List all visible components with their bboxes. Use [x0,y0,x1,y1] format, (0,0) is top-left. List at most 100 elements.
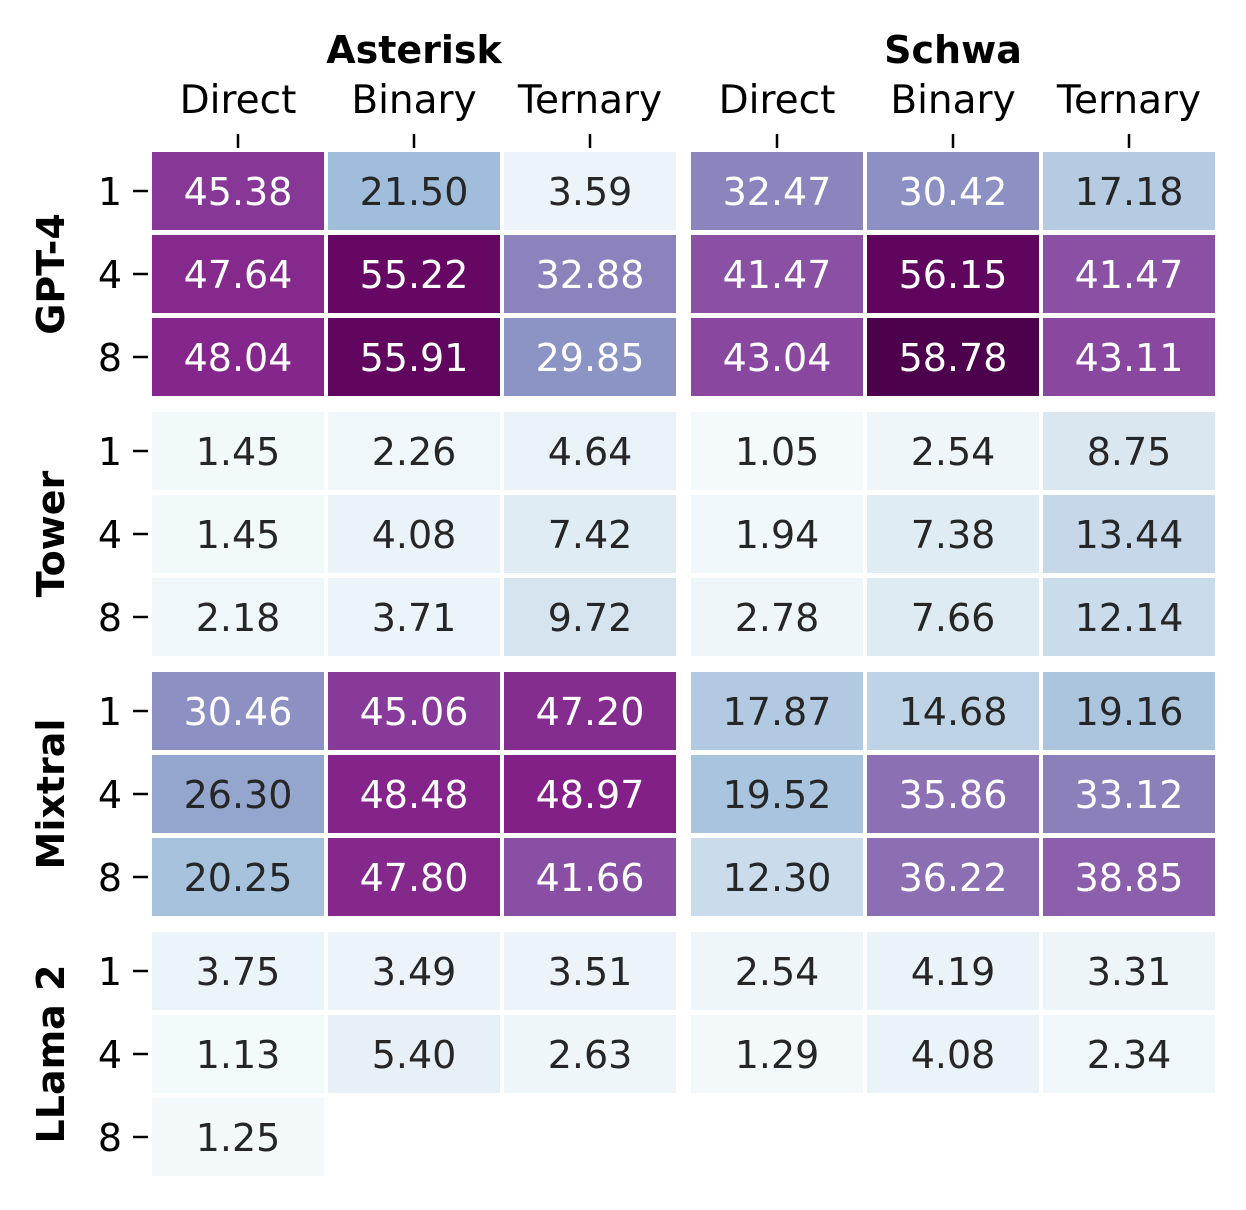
cell-value-label: 32.88 [536,253,645,297]
cell-value-label: 55.22 [360,253,469,297]
cell-value-label: 41.47 [723,253,832,297]
cell-value-label: 4.08 [372,513,457,557]
heatmap-cell [1043,578,1215,656]
heatmap-cell [328,755,500,833]
heatmap-cell [1043,932,1215,1010]
cell-value-label: 35.86 [899,773,1008,817]
cell-value-label: 48.04 [184,336,293,380]
cell-value-label: 47.80 [360,856,469,900]
heatmap-cell [504,932,676,1010]
heatmap-cell [152,838,324,916]
cell-value-label: 3.59 [548,170,633,214]
cell-value-label: 19.52 [723,773,832,817]
heatmap-cell [504,578,676,656]
heatmap-cell [867,755,1039,833]
cell-value-label: 2.26 [372,430,457,474]
cell-value-label: 36.22 [899,856,1008,900]
heatmap-cell [691,1015,863,1093]
heatmap-cell [867,235,1039,313]
cell-value-label: 45.06 [360,690,469,734]
heatmap-cell [1043,152,1215,230]
heatmap-cell [504,1015,676,1093]
cell-value-label: 2.78 [735,596,820,640]
cell-value-label: 4.19 [911,950,996,994]
heatmap-cell [152,1098,324,1176]
heatmap-cell [691,755,863,833]
heatmap-cell [691,495,863,573]
heatmap-cell [152,672,324,750]
cell-value-label: 41.66 [536,856,645,900]
cell-value-label: 17.87 [723,690,832,734]
cell-value-label: 43.04 [723,336,832,380]
heatmap-cell [1043,318,1215,396]
heatmap-cell [691,412,863,490]
row-label: 1 [98,690,122,734]
cell-value-label: 7.38 [911,513,996,557]
heatmap-cell [691,318,863,396]
cell-value-label: 26.30 [184,773,293,817]
model-label: GPT-4 [29,213,73,335]
heatmap-cell [867,152,1039,230]
column-label: Direct [719,78,836,123]
row-label: 8 [98,336,122,380]
cell-value-label: 3.49 [372,950,457,994]
row-label: 4 [98,1033,122,1077]
cell-value-label: 41.47 [1075,253,1184,297]
heatmap-cell [328,672,500,750]
cell-value-label: 48.97 [536,773,645,817]
cell-value-label: 30.46 [184,690,293,734]
column-label: Ternary [1056,78,1201,123]
cell-value-label: 38.85 [1075,856,1184,900]
cell-value-label: 47.64 [184,253,293,297]
heatmap-cell [328,152,500,230]
cell-value-label: 1.25 [196,1116,281,1160]
cell-value-label: 3.75 [196,950,281,994]
cell-value-label: 2.34 [1087,1033,1172,1077]
cell-value-label: 4.64 [548,430,633,474]
cell-value-label: 2.18 [196,596,281,640]
heatmap-cell [1043,755,1215,833]
cell-value-label: 14.68 [899,690,1008,734]
heatmap-cell [152,235,324,313]
heatmap-cell [328,1015,500,1093]
column-headers: Asterisk Direct Binary Ternary Schwa Direct Bi… [180,28,1201,148]
cell-value-label: 3.31 [1087,950,1172,994]
model-label: Tower [29,470,73,597]
heatmap-cell [1043,412,1215,490]
heatmap-cell [691,152,863,230]
heatmap-cell [867,412,1039,490]
row-label: 1 [98,430,122,474]
heatmap-cell [328,932,500,1010]
model-label: LLama 2 [29,965,73,1144]
heatmap-cell [1043,495,1215,573]
column-group-title: Schwa [884,28,1022,72]
heatmap-cell [328,578,500,656]
heatmap-cell [152,412,324,490]
cell-value-label: 1.05 [735,430,820,474]
cell-value-label: 2.54 [735,950,820,994]
cell-value-label: 56.15 [899,253,1008,297]
column-label: Direct [180,78,297,123]
heatmap-cell [328,318,500,396]
heatmap-cell [504,838,676,916]
cell-value-label: 5.40 [372,1033,457,1077]
heatmap-cell [152,1015,324,1093]
heatmap-cell [152,932,324,1010]
heatmap-cell [867,1015,1039,1093]
heatmap-cell [504,412,676,490]
cell-value-label: 19.16 [1075,690,1184,734]
cell-value-label: 1.13 [196,1033,281,1077]
cell-value-label: 9.72 [548,596,633,640]
cell-value-label: 17.18 [1075,170,1184,214]
heatmap-cell [504,495,676,573]
heatmap-cell [867,932,1039,1010]
heatmap-cell [867,318,1039,396]
model-label: Mixtral [29,719,73,870]
row-label: 4 [98,773,122,817]
heatmap-cell [328,412,500,490]
row-label: 8 [98,596,122,640]
cell-value-label: 12.30 [723,856,832,900]
cell-value-label: 4.08 [911,1033,996,1077]
row-label: 1 [98,170,122,214]
heatmap-cell [504,152,676,230]
